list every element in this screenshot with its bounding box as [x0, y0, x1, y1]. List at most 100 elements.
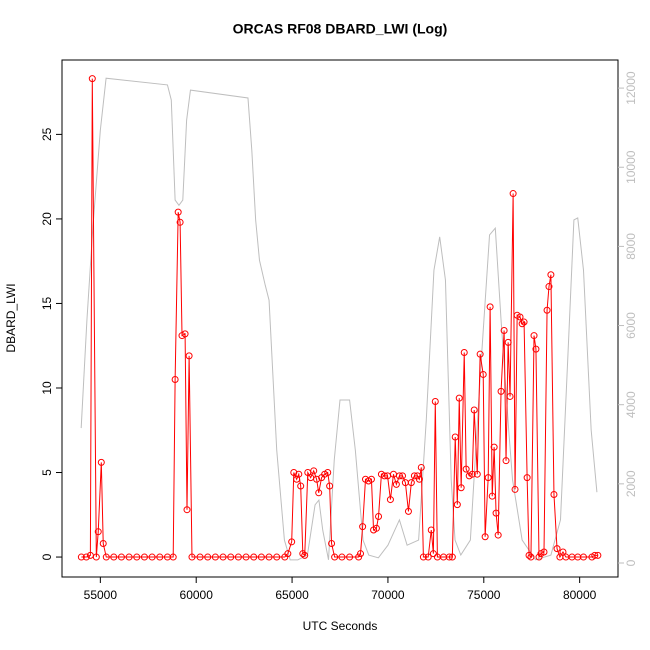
data-point	[532, 345, 540, 353]
data-point	[227, 553, 235, 561]
data-point	[367, 475, 375, 483]
data-point	[77, 553, 85, 561]
data-point	[419, 553, 427, 561]
x-tick-label: 70000	[371, 588, 405, 602]
data-point	[315, 489, 323, 497]
data-point	[299, 550, 307, 558]
y2-tick-label: 10000	[624, 150, 638, 184]
data-point	[313, 475, 321, 483]
data-point	[431, 398, 439, 406]
y-tick-label: 25	[40, 127, 54, 141]
data-point	[357, 550, 365, 558]
data-point	[94, 528, 102, 536]
data-point	[133, 553, 141, 561]
data-point	[196, 553, 204, 561]
data-point	[520, 318, 528, 326]
data-point	[117, 553, 125, 561]
data-point	[479, 370, 487, 378]
data-point	[102, 553, 110, 561]
data-point	[527, 553, 535, 561]
data-point	[476, 350, 484, 358]
y2-tick-label: 4000	[624, 391, 638, 418]
data-point	[492, 509, 500, 517]
data-point	[415, 475, 423, 483]
data-point	[424, 553, 432, 561]
data-point	[504, 338, 512, 346]
data-point	[445, 553, 453, 561]
data-point	[594, 551, 602, 559]
data-point	[169, 553, 177, 561]
series-line	[81, 78, 598, 559]
data-point	[579, 553, 587, 561]
data-point	[284, 550, 292, 558]
data-point	[407, 479, 415, 487]
data-point	[559, 548, 567, 556]
data-point	[185, 352, 193, 360]
data-point	[540, 548, 548, 556]
data-point	[399, 472, 407, 480]
data-point	[530, 332, 538, 340]
data-point	[331, 553, 339, 561]
data-point	[297, 482, 305, 490]
data-point	[535, 553, 543, 561]
data-point	[110, 553, 118, 561]
data-point	[455, 394, 463, 402]
series-line	[80, 77, 598, 561]
data-point	[457, 484, 465, 492]
data-point	[234, 553, 242, 561]
data-point	[550, 490, 558, 498]
y-tick-label: 20	[40, 212, 54, 226]
data-point	[97, 458, 105, 466]
data-point	[460, 348, 468, 356]
data-point	[518, 320, 526, 328]
x-tick-label: 75000	[467, 588, 501, 602]
data-point	[453, 501, 461, 509]
y-axis-label: DBARD_LWI	[4, 283, 18, 352]
data-point	[473, 470, 481, 478]
data-point	[497, 387, 505, 395]
data-point	[211, 553, 219, 561]
data-point	[174, 208, 182, 216]
x-tick-label: 60000	[180, 588, 214, 602]
data-point	[448, 553, 456, 561]
data-point	[525, 551, 533, 559]
x-tick-label: 80000	[563, 588, 597, 602]
y-tick-label: 15	[40, 296, 54, 310]
data-point	[265, 553, 273, 561]
data-point	[511, 485, 519, 493]
y2-tick-label: 2000	[624, 470, 638, 497]
data-point	[502, 457, 510, 465]
data-point	[481, 533, 489, 541]
data-point	[204, 553, 212, 561]
data-point	[372, 524, 380, 532]
data-point	[462, 465, 470, 473]
data-point	[486, 303, 494, 311]
data-point	[494, 531, 502, 539]
y-tick-label: 10	[40, 381, 54, 395]
data-point	[219, 553, 227, 561]
data-point	[176, 218, 184, 226]
data-point	[506, 392, 514, 400]
data-point	[451, 433, 459, 441]
data-point	[523, 474, 531, 482]
data-point	[140, 553, 148, 561]
data-point	[288, 538, 296, 546]
data-point	[553, 545, 561, 553]
data-point	[171, 376, 179, 384]
data-point	[429, 550, 437, 558]
y2-tick-label: 8000	[624, 233, 638, 260]
data-point	[545, 283, 553, 291]
data-point	[338, 553, 346, 561]
data-point	[183, 506, 191, 514]
data-point	[380, 472, 388, 480]
data-point	[547, 271, 555, 279]
data-point	[417, 463, 425, 471]
x-axis-label: UTC Seconds	[303, 619, 378, 633]
data-point	[543, 306, 551, 314]
data-point	[328, 540, 336, 548]
data-point	[516, 313, 524, 321]
data-point	[484, 474, 492, 482]
data-point	[395, 472, 403, 480]
